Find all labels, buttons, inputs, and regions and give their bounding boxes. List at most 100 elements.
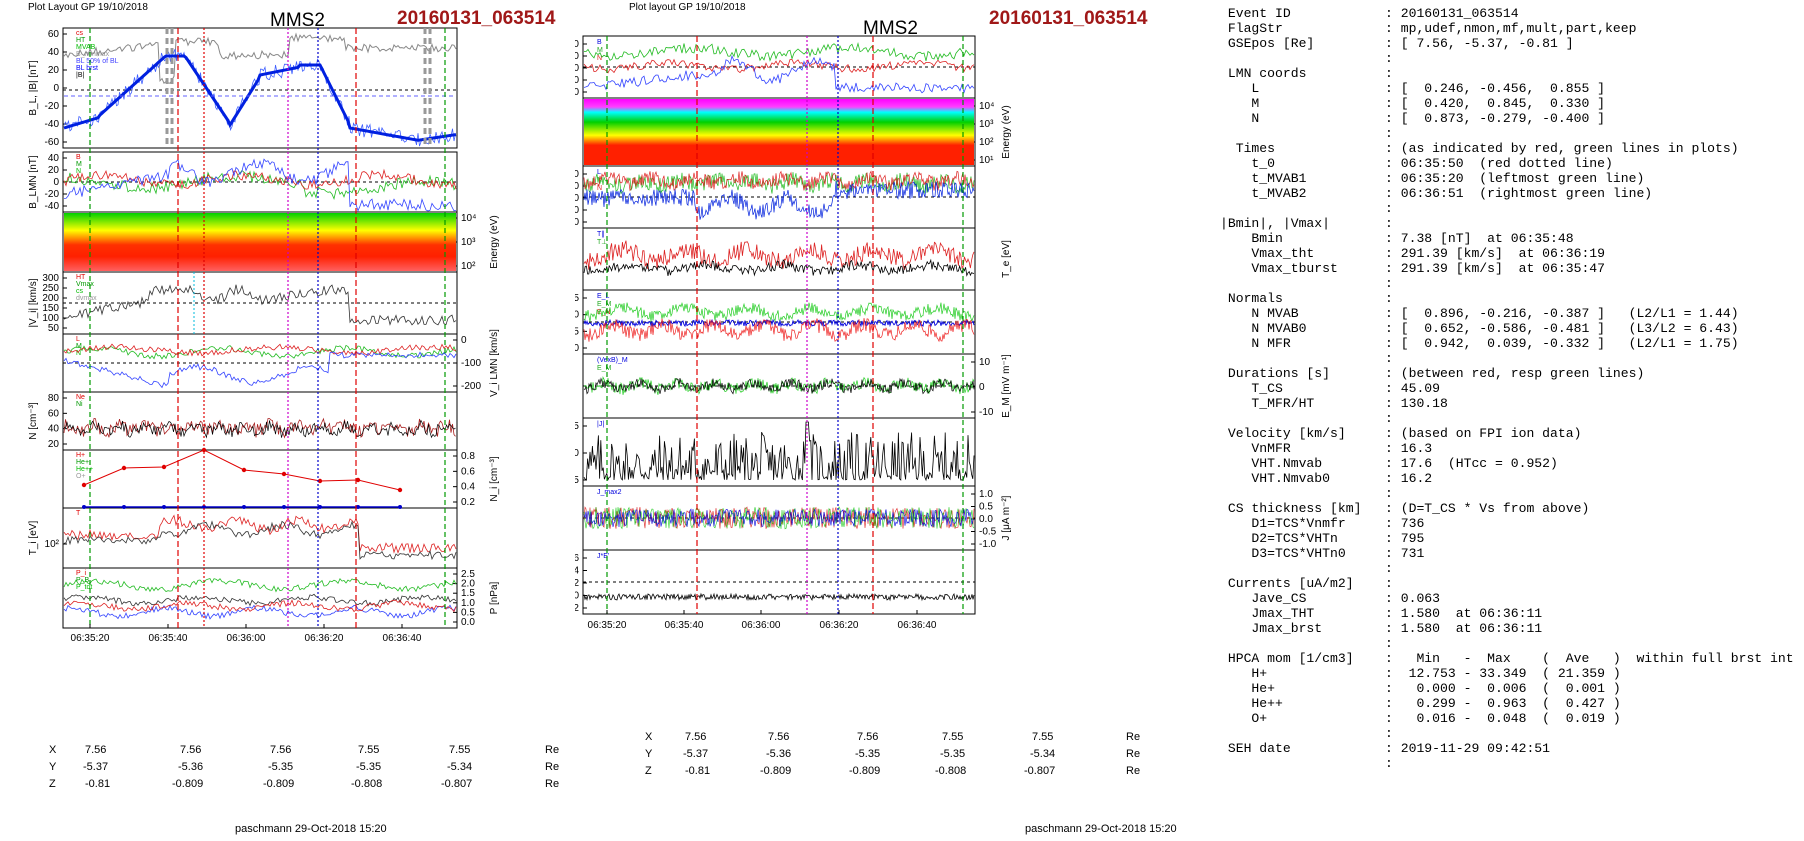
left-y-tick: 50 bbox=[48, 323, 60, 334]
left-pos-x-value: 7.56 bbox=[180, 744, 202, 756]
left-pos-x-value: 7.55 bbox=[449, 744, 471, 756]
info-line: |Bmin|, |Vmax| : bbox=[1220, 216, 1393, 231]
info-line: Jmax_THT : 1.580 at 06:36:11 bbox=[1220, 606, 1543, 621]
je-prime-line bbox=[583, 592, 975, 602]
he-plus-plus-point bbox=[121, 465, 127, 471]
middle-legend-entry: E_L bbox=[597, 293, 610, 300]
mid-pos-x-value: 7.56 bbox=[857, 731, 879, 743]
left-legend-entry: P_i bbox=[76, 570, 87, 577]
left-y-tick: 20 bbox=[48, 65, 60, 76]
info-line: : bbox=[1220, 51, 1393, 66]
left-legend-entry: N bbox=[76, 350, 81, 357]
mid-pos-y-value: -5.34 bbox=[1030, 748, 1056, 760]
info-line: L : [ 0.246, -0.456, 0.855 ] bbox=[1220, 81, 1606, 96]
he-plus-plus-point bbox=[317, 478, 323, 484]
vi-l-line bbox=[63, 351, 457, 389]
left-pos-unit: Re bbox=[545, 778, 560, 790]
j-m-line bbox=[583, 506, 975, 530]
info-line: D3=TCS*VHTn0 : 731 bbox=[1220, 546, 1425, 561]
left-time-tick: 06:35:20 bbox=[71, 633, 110, 644]
info-line: He++ : 0.299 - 0.963 ( 0.427 ) bbox=[1220, 696, 1621, 711]
mid-pos-z-value: -0.809 bbox=[760, 765, 792, 777]
left-pos-z-value: -0.808 bbox=[351, 778, 383, 790]
left-legend-entry: N bbox=[76, 168, 81, 175]
left-y-tick: 40 bbox=[48, 47, 60, 58]
info-line: HPCA mom [1/cm3] : Min - Max ( Ave ) wit… bbox=[1220, 651, 1794, 666]
info-line: SEH date : 2019-11-29 09:42:51 bbox=[1220, 741, 1551, 756]
left-y-tick: 40 bbox=[48, 424, 60, 435]
middle-time-tick: 06:36:20 bbox=[820, 620, 859, 631]
left-legend-entry: |B| bbox=[76, 72, 84, 79]
left-y-tick: 20 bbox=[48, 439, 60, 450]
info-line: T_CS : 45.09 bbox=[1220, 381, 1441, 396]
j-l-line bbox=[583, 508, 975, 528]
info-line: : bbox=[1220, 636, 1393, 651]
left-pos-y-value: -5.34 bbox=[447, 761, 473, 773]
mid-pos-y-value: -5.35 bbox=[855, 748, 881, 760]
left-y-tick: 100 bbox=[42, 313, 59, 324]
left-y-tick: 1.0 bbox=[461, 598, 475, 609]
mid-pos-x-value: 7.56 bbox=[685, 731, 707, 743]
left-y-tick: 80 bbox=[48, 393, 60, 404]
he-plus-plus-point bbox=[281, 471, 287, 477]
o-plus-point bbox=[122, 505, 126, 509]
left-legend-entry: HT bbox=[76, 37, 86, 44]
mid-pos-y-value: -5.36 bbox=[766, 748, 792, 760]
middle-position-table: X 7.56 7.56 7.56 7.55 7.55 Re Y -5.37 -5… bbox=[625, 731, 1185, 791]
mid-b-l-line bbox=[583, 54, 975, 94]
middle-time-tick: 06:36:00 bbox=[742, 620, 781, 631]
info-line: Jave_CS : 0.063 bbox=[1220, 591, 1441, 606]
left-y-tick: 0.0 bbox=[461, 617, 475, 628]
o-plus-point bbox=[398, 505, 402, 509]
left-legend-entry: Ne bbox=[76, 394, 85, 401]
left-time-tick: 06:35:40 bbox=[149, 633, 188, 644]
left-y-tick: 200 bbox=[42, 293, 59, 304]
left-y-label: N_i [cm⁻³] bbox=[489, 456, 500, 502]
left-panel-frame bbox=[62, 391, 458, 451]
left-pos-x-value: 7.56 bbox=[85, 744, 107, 756]
o-plus-point bbox=[242, 505, 246, 509]
he-plus-plus-point bbox=[81, 482, 87, 488]
p-tot-line bbox=[63, 577, 457, 593]
electron-spectrogram bbox=[584, 99, 974, 165]
left-plot-footer: paschmann 29-Oct-2018 15:20 bbox=[235, 823, 387, 835]
info-line: Velocity [km/s] : (based on FPI ion data… bbox=[1220, 426, 1582, 441]
middle-y-tick: 200 bbox=[575, 169, 579, 180]
info-line: Durations [s] : (between red, resp green… bbox=[1220, 366, 1645, 381]
left-y-tick: 0.5 bbox=[461, 607, 475, 618]
left-time-tick: 06:36:40 bbox=[383, 633, 422, 644]
left-y-tick: 20 bbox=[48, 165, 60, 176]
info-line: : bbox=[1220, 726, 1393, 741]
info-line: H+ : 12.753 - 33.349 ( 21.359 ) bbox=[1220, 666, 1621, 681]
ni-line bbox=[63, 419, 456, 439]
middle-legend-entry: E_M bbox=[597, 365, 612, 372]
info-line: N MVAB : [ 0.896, -0.216, -0.387 ] (L2/L… bbox=[1220, 306, 1739, 321]
left-plot-event-id: 20160131_063514 bbox=[397, 8, 556, 29]
info-line: : bbox=[1220, 276, 1393, 291]
left-legend-entry: B bbox=[76, 154, 81, 161]
middle-plot-title: MMS2 bbox=[863, 18, 918, 39]
left-y-tick: 2.5 bbox=[461, 569, 475, 580]
spectrogram bbox=[64, 213, 456, 271]
left-y-tick: -200 bbox=[461, 381, 481, 392]
info-line: FlagStr : mp,udef,nmon,mf,mult,part,keep bbox=[1220, 21, 1637, 36]
middle-y-tick: -5 bbox=[575, 326, 579, 337]
mid-b-n-line bbox=[583, 58, 975, 74]
event-info-text: Event ID : 20160131_063514 FlagStr : mp,… bbox=[1220, 6, 1794, 771]
middle-y-tick: 6 bbox=[575, 553, 579, 564]
left-legend-entry: L bbox=[76, 336, 80, 343]
e-l-line bbox=[583, 301, 975, 322]
info-line: N MVAB0 : [ 0.652, -0.586, -0.481 ] (L3/… bbox=[1220, 321, 1739, 336]
mid-pos-z-label: Z bbox=[645, 765, 652, 777]
left-y-tick: 0 bbox=[461, 335, 467, 346]
middle-y-tick: -10 bbox=[575, 343, 579, 354]
left-pos-x-value: 7.55 bbox=[358, 744, 380, 756]
info-line: VnMFR : 16.3 bbox=[1220, 441, 1433, 456]
left-y-label: V_i LMN [km/s] bbox=[489, 329, 500, 397]
info-line: : bbox=[1220, 351, 1393, 366]
middle-y-tick: 1.0 bbox=[575, 448, 579, 459]
left-legend-entry: He+ bbox=[76, 459, 89, 466]
middle-y-tick: -40 bbox=[575, 87, 579, 98]
info-line: t_MVAB2 : 06:36:51 (rightmost green line… bbox=[1220, 186, 1653, 201]
